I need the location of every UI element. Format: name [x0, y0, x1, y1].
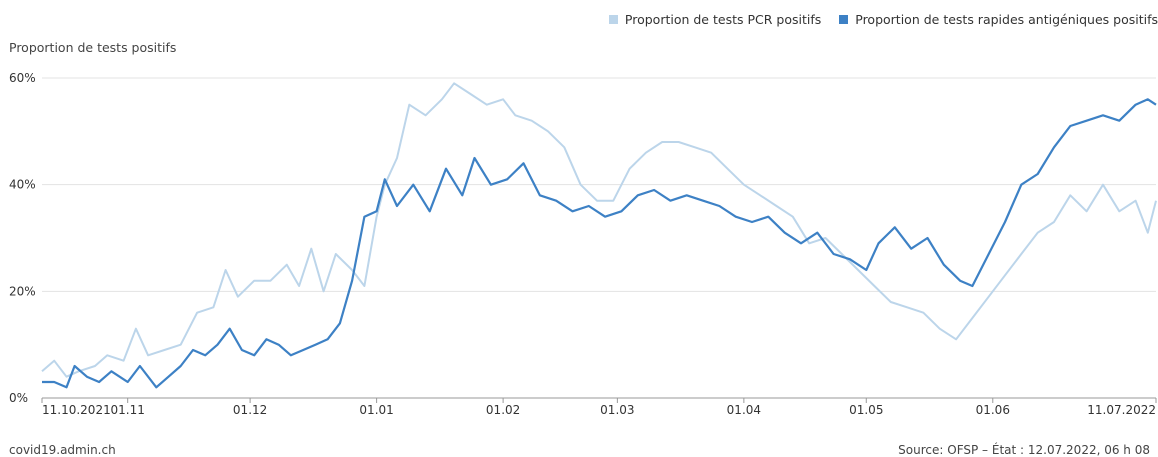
x-tick-label: 01.12: [233, 403, 267, 417]
x-tick-label: 01.02: [486, 403, 520, 417]
footer-source-site[interactable]: covid19.admin.ch: [9, 443, 116, 457]
legend-swatch-pcr: [608, 14, 618, 24]
y-tick-label: 20%: [9, 284, 36, 298]
legend: Proportion de tests PCR positifs Proport…: [608, 10, 1158, 28]
x-tick-label: 01.11: [111, 403, 145, 417]
x-tick-label: 01.04: [727, 403, 761, 417]
legend-item-pcr[interactable]: Proportion de tests PCR positifs: [608, 11, 822, 27]
x-tick-label: 01.06: [976, 403, 1010, 417]
x-tick-label: 01.05: [849, 403, 883, 417]
footer-status: Source: OFSP – État : 12.07.2022, 06 h 0…: [898, 443, 1150, 457]
y-tick-label: 0%: [9, 391, 28, 405]
gridlines: [42, 77, 1156, 399]
x-tick-label: 11.07.2022: [1087, 403, 1156, 417]
y-tick-label: 60%: [9, 71, 36, 85]
x-tick-label: 01.01: [359, 403, 393, 417]
y-tick-label: 40%: [9, 178, 36, 192]
series-line-antigen[interactable]: [42, 98, 1157, 389]
series-line-pcr[interactable]: [41, 82, 1157, 378]
legend-swatch-antigen: [839, 14, 849, 24]
legend-item-antigen[interactable]: Proportion de tests rapides antigéniques…: [839, 12, 1158, 27]
y-axis: 0% 20% 40% 60%: [9, 71, 36, 405]
x-tick-label: 01.03: [600, 403, 634, 417]
x-tick-label: 11.10.2021: [42, 403, 111, 417]
y-axis-title: Proportion de tests positifs: [9, 40, 177, 55]
legend-label-antigen: Proportion de tests rapides antigéniques…: [855, 11, 1158, 27]
x-axis: 11.10.2021 01.11 01.12 01.01 01.02 01.03 01.04…: [41, 398, 1157, 417]
legend-label-pcr: Proportion de tests PCR positifs: [624, 11, 822, 27]
series-layer: [41, 82, 1157, 389]
